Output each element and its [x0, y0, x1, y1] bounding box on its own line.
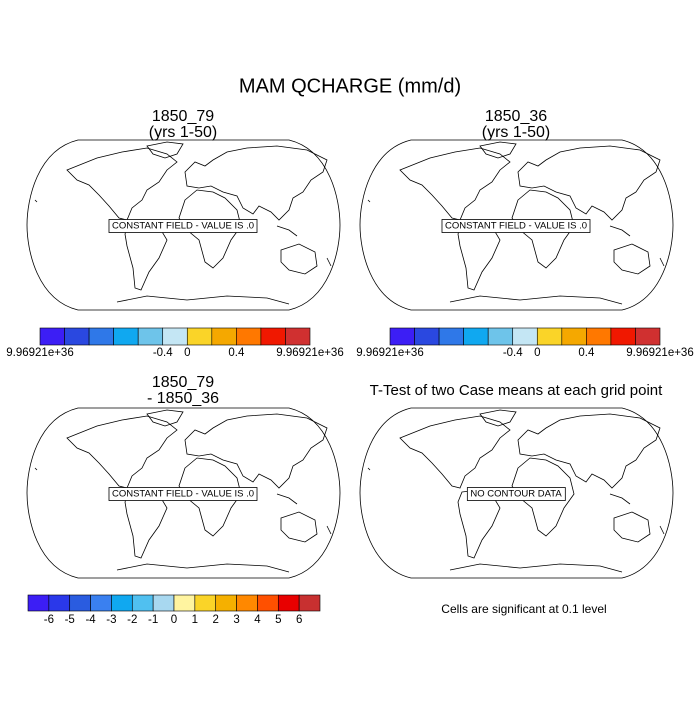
- colorbar-label: 3: [233, 614, 239, 626]
- colorbar-label: 0: [171, 614, 177, 626]
- panel-title: 1850_36: [485, 108, 547, 125]
- panel-title: (yrs 1-50): [149, 124, 217, 141]
- colorbar-box: [414, 327, 440, 346]
- colorbar-box: [186, 327, 213, 346]
- colorbar-box: [561, 327, 587, 346]
- colorbar-box: [512, 327, 538, 346]
- colorbar-box: [215, 594, 237, 612]
- colorbar-box: [257, 594, 279, 612]
- colorbar-box: [389, 327, 415, 346]
- colorbar-box: [90, 594, 112, 612]
- colorbar-box: [285, 327, 311, 346]
- colorbar-box: [27, 594, 50, 612]
- colorbar-label: -6: [44, 614, 54, 626]
- colorbar-box: [39, 327, 65, 346]
- colorbar-label: 0: [184, 347, 190, 359]
- message-box: [466, 487, 566, 501]
- colorbar-label: -3: [106, 614, 116, 626]
- message-box: [108, 487, 258, 501]
- note: Cells are significant at 0.1 level: [441, 602, 606, 616]
- map-message: NO CONTOUR DATA: [470, 489, 562, 500]
- colorbar-label: -1: [148, 614, 158, 626]
- panel-title: (yrs 1-50): [482, 124, 550, 141]
- panel-title: - 1850_36: [147, 390, 219, 407]
- colorbar-box: [610, 327, 636, 346]
- colorbar-label: 9.96921e+36: [6, 347, 73, 359]
- colorbar-label: -4: [85, 614, 96, 626]
- colorbar-box: [298, 594, 321, 612]
- panel-title: T-Test of two Case means at each grid po…: [370, 382, 663, 399]
- colorbar-box: [152, 594, 175, 612]
- colorbar-box: [88, 327, 114, 346]
- colorbar-box: [69, 594, 91, 612]
- colorbar-box: [236, 327, 262, 346]
- colorbar-box: [137, 327, 164, 346]
- map-message: CONSTANT FIELD - VALUE IS .0: [112, 221, 254, 232]
- map-message: CONSTANT FIELD - VALUE IS .0: [112, 489, 254, 500]
- colorbar-box: [48, 594, 71, 612]
- colorbar-box: [487, 327, 514, 346]
- colorbar-box: [111, 594, 133, 612]
- colorbar-box: [586, 327, 612, 346]
- colorbar-label: -0.4: [503, 347, 523, 359]
- colorbar-box: [463, 327, 489, 346]
- colorbar-box: [536, 327, 563, 346]
- colorbar-box: [173, 594, 196, 612]
- colorbar-label: 4: [254, 614, 261, 626]
- colorbar-label: 0: [534, 347, 540, 359]
- figure-title: MAM QCHARGE (mm/d): [239, 75, 461, 97]
- colorbar-label: -2: [127, 614, 137, 626]
- colorbar-label: 6: [296, 614, 302, 626]
- colorbar-box: [277, 594, 300, 612]
- colorbar-box: [64, 327, 90, 346]
- colorbar-box: [162, 327, 188, 346]
- colorbar-label: 5: [275, 614, 281, 626]
- map-message: CONSTANT FIELD - VALUE IS .0: [445, 221, 587, 232]
- colorbar-box: [211, 327, 237, 346]
- colorbar-label: 9.96921e+36: [276, 347, 343, 359]
- colorbar-label: 9.96921e+36: [356, 347, 423, 359]
- colorbar-box: [260, 327, 286, 346]
- panel-title: 1850_79: [152, 108, 214, 125]
- message-box: [108, 219, 258, 233]
- colorbar-box: [113, 327, 139, 346]
- colorbar-label: 9.96921e+36: [626, 347, 693, 359]
- colorbar-box: [194, 594, 217, 612]
- colorbar-box: [131, 594, 154, 612]
- colorbar-box: [438, 327, 464, 346]
- colorbar-label: 0.4: [228, 347, 245, 359]
- colorbar-box: [236, 594, 258, 612]
- colorbar-box: [635, 327, 661, 346]
- colorbar-label: -0.4: [153, 347, 173, 359]
- colorbar-label: 0.4: [578, 347, 595, 359]
- colorbar-label: -5: [65, 614, 75, 626]
- message-box: [441, 219, 591, 233]
- panel-title: 1850_79: [152, 374, 214, 391]
- colorbar-label: 1: [192, 614, 198, 626]
- colorbar-label: 2: [213, 614, 219, 626]
